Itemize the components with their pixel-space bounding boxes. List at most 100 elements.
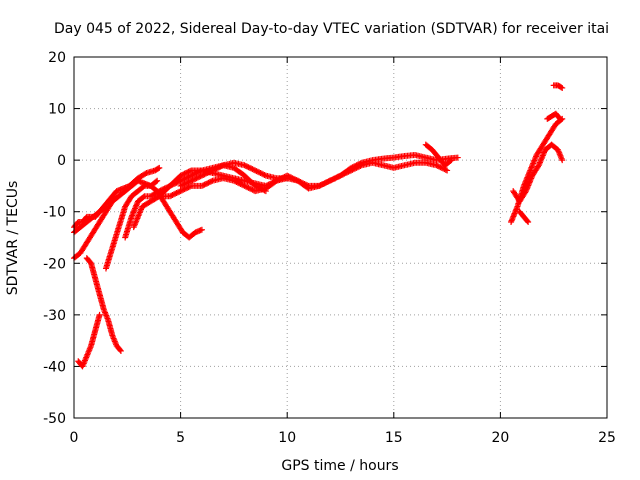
data-series-14 [550,82,566,91]
data-point [178,177,185,184]
data-point [200,182,207,189]
x-tick-label: 25 [598,430,616,446]
y-tick-label: 10 [48,102,66,118]
data-point [216,164,223,171]
data-point [250,166,257,173]
data-point [177,182,184,189]
data-point [236,180,243,187]
data-point [192,170,199,177]
data-point [178,182,185,189]
data-point [181,170,188,177]
data-point [559,84,566,91]
y-tick-label: 0 [57,153,66,169]
data-point [210,166,217,173]
data-point [206,179,213,186]
data-point [249,166,256,173]
data-series-9 [177,159,291,189]
data-point [348,167,355,174]
data-point [185,184,192,191]
data-point [172,180,179,187]
data-point [238,181,245,188]
data-point [321,180,328,187]
x-tick-label: 15 [385,430,403,446]
data-point [356,163,363,170]
data-point [534,163,541,170]
data-point [522,189,529,196]
data-point [184,184,191,191]
data-point [322,179,329,186]
data-point [252,167,259,174]
data-point [205,179,212,186]
data-point [192,175,199,182]
data-point [300,180,307,187]
data-point [444,167,451,174]
data-point [253,183,260,190]
data-point [557,115,564,122]
data-point [101,204,108,211]
data-point [166,193,173,200]
data-point [189,177,196,184]
data-point [256,184,263,191]
data-point [181,186,188,193]
data-series-15 [544,110,564,122]
data-point [434,162,441,169]
data-point [253,168,260,175]
data-series-12 [510,141,566,205]
data-point [447,158,454,165]
data-point [333,174,340,181]
data-point [201,181,208,188]
data-point [206,168,213,175]
data-point [246,164,253,171]
data-point [173,190,180,197]
data-point [186,178,193,185]
data-point [202,170,209,177]
data-point [213,165,220,172]
data-point [208,168,215,175]
data-point [174,189,181,196]
data-point [244,163,251,170]
data-point [254,184,261,191]
data-point [180,171,187,178]
data-point [177,177,184,184]
data-point [230,177,237,184]
data-point [352,165,359,172]
data-series-8 [156,162,269,200]
data-point [440,165,447,172]
data-point [237,180,244,187]
data-point [329,176,336,183]
data-point [248,165,255,172]
data-point [245,184,252,191]
data-point [194,174,201,181]
data-point [354,164,361,171]
data-point [178,171,185,178]
data-point [184,174,191,181]
data-point [102,203,109,210]
data-point [181,180,188,187]
data-point [166,182,173,189]
data-series-13 [516,208,532,226]
data-point [261,171,268,178]
data-point [257,170,264,177]
data-point [201,171,208,178]
data-point [326,177,333,184]
data-series-10 [422,141,455,169]
data-point [170,180,177,187]
data-point [196,168,203,175]
data-point [182,180,189,187]
data-point [353,164,360,171]
data-point [168,192,175,199]
data-point [294,177,301,184]
data-point [198,226,205,233]
x-tick-label: 0 [70,430,79,446]
data-point [204,170,211,177]
data-point [242,183,249,190]
data-point [177,172,184,179]
data-point [248,186,255,193]
data-point [240,182,247,189]
data-point [168,182,175,189]
data-point [186,183,193,190]
data-point [437,164,444,171]
data-point [241,162,248,169]
data-point [193,170,200,177]
data-point [190,171,197,178]
